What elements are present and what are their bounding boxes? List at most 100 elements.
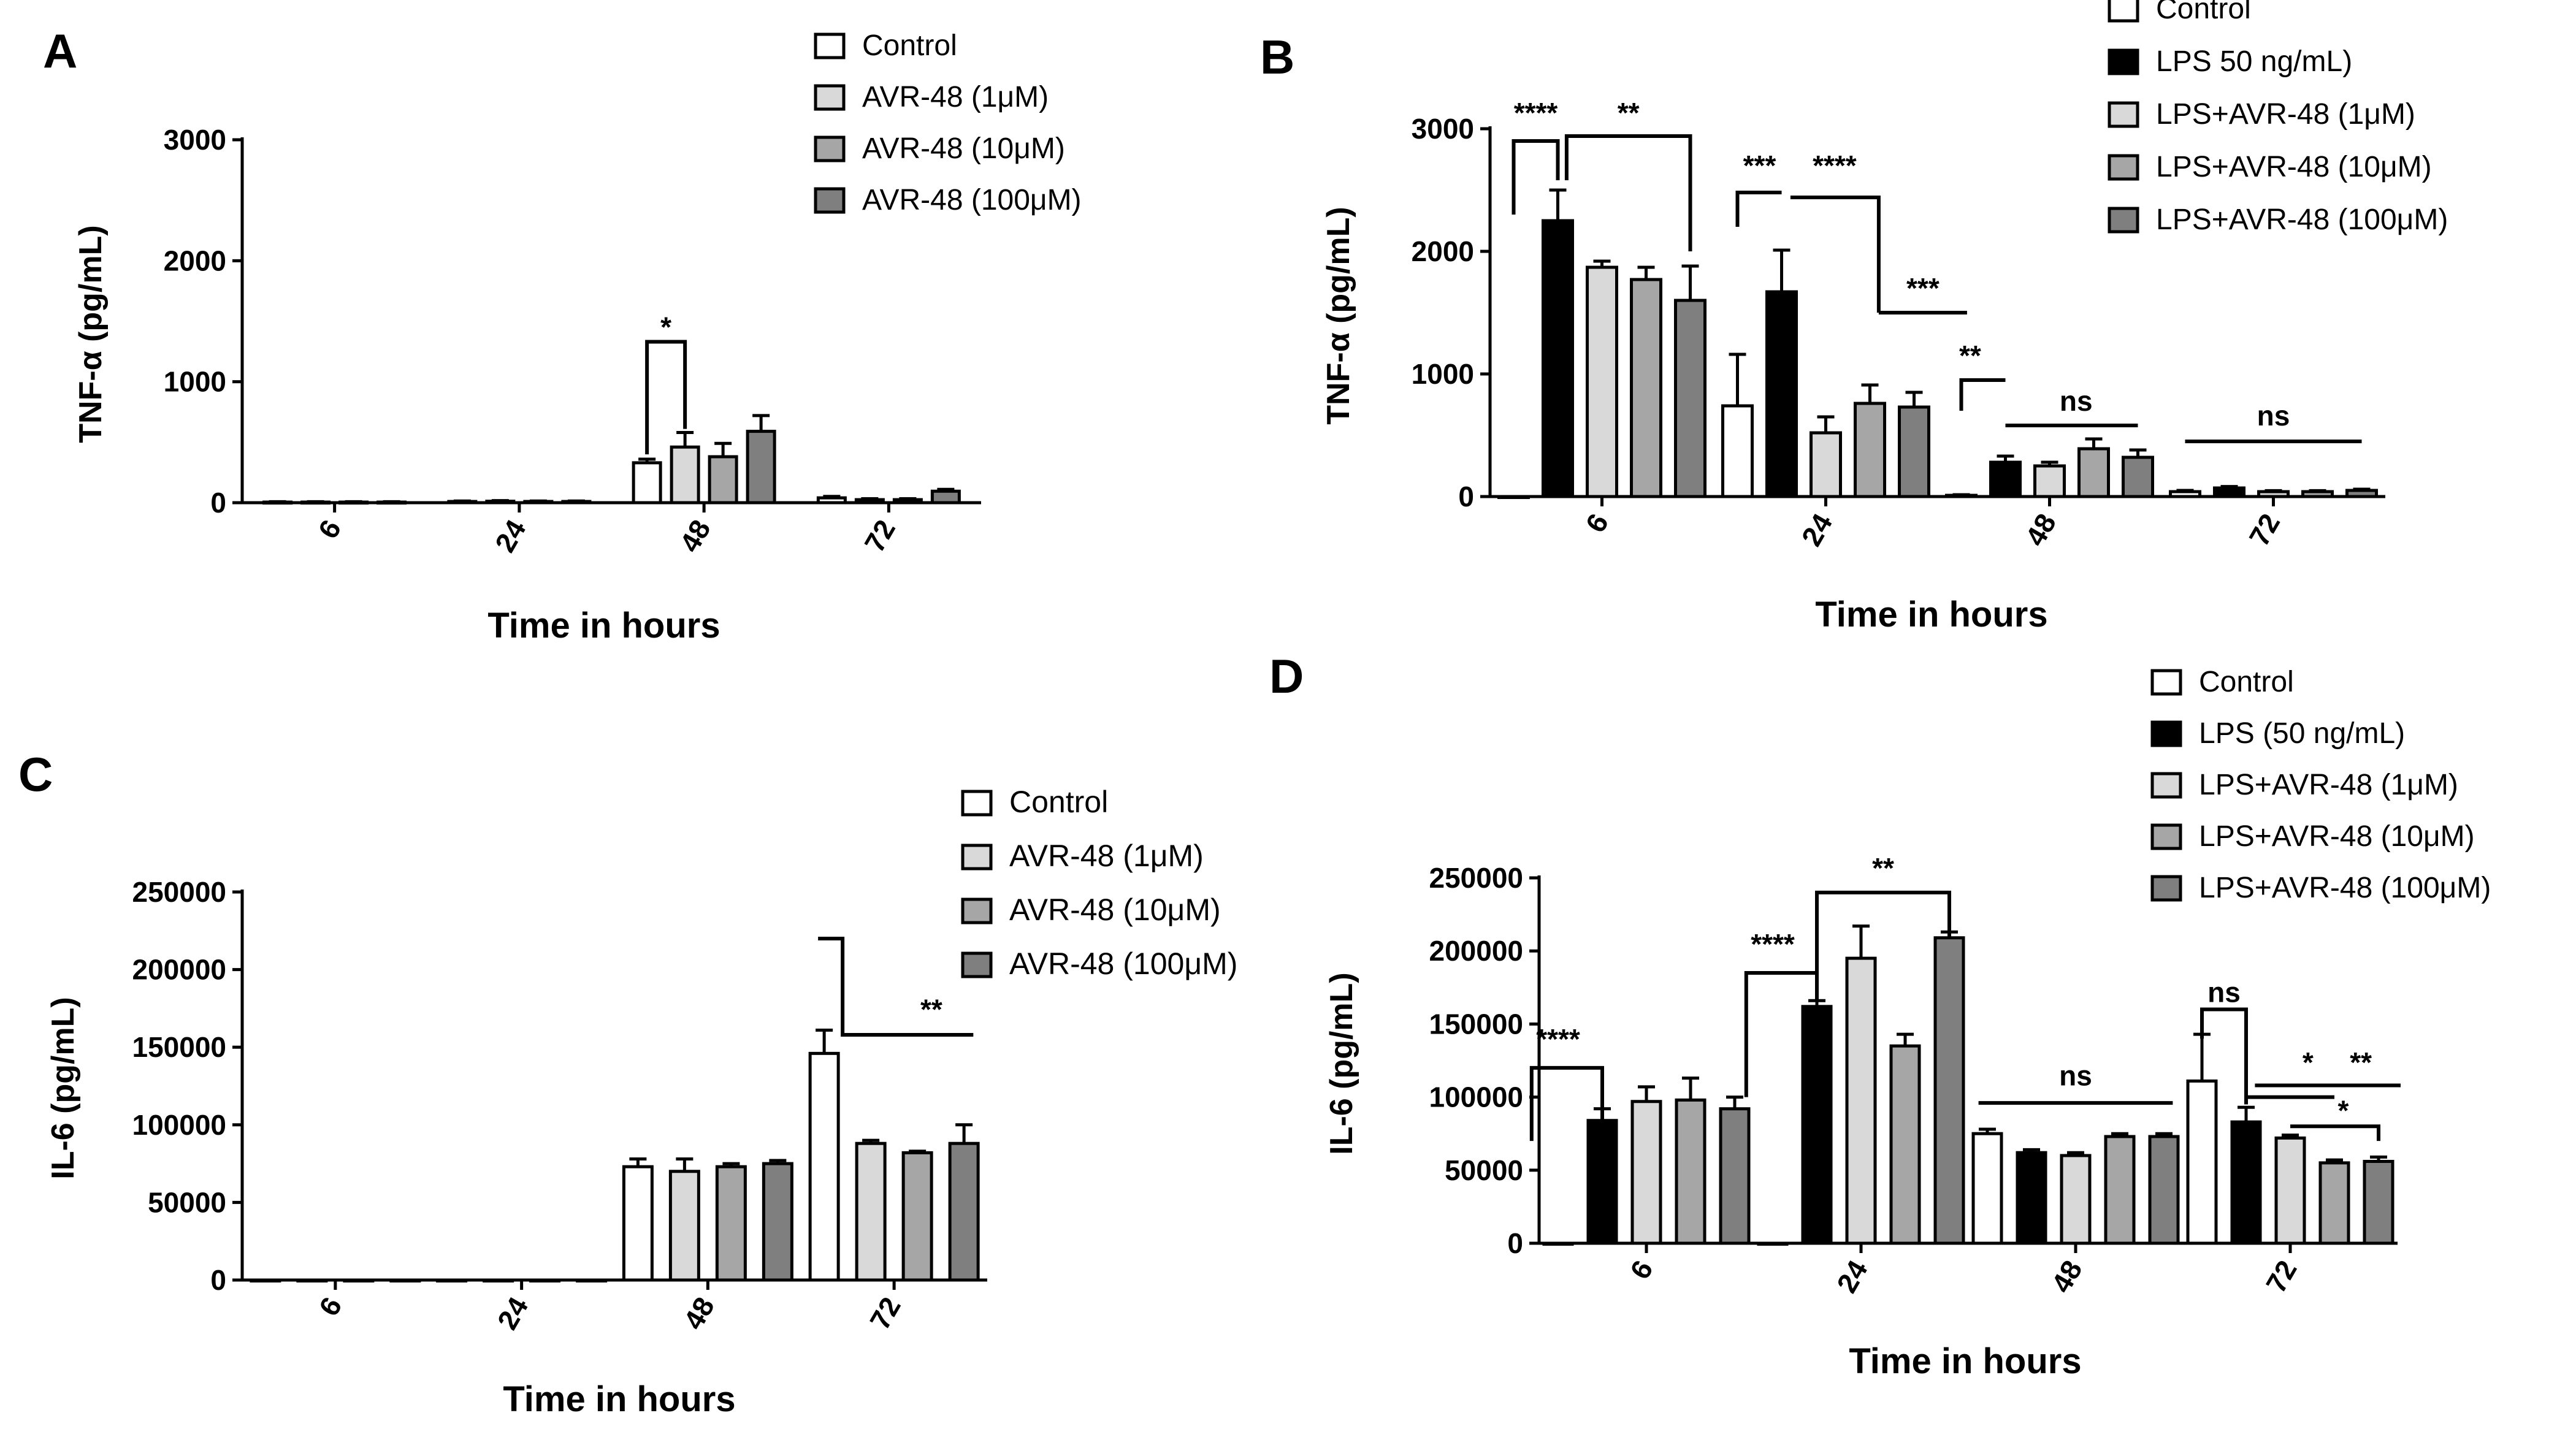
x-tick-label: 48 <box>2019 508 2063 551</box>
panel-label: C <box>18 747 53 801</box>
y-tick-label: 0 <box>1507 1227 1523 1259</box>
legend-label: AVR-48 (1μM) <box>1009 839 1204 873</box>
x-tick-label: 6 <box>1624 1255 1659 1284</box>
legend-swatch <box>2150 772 2182 799</box>
bar <box>1542 1241 1574 1246</box>
x-tick-label: 48 <box>677 1292 720 1335</box>
panel-label: A <box>43 24 77 78</box>
significance-label: ns <box>2257 400 2290 432</box>
legend-label: AVR-48 (1μM) <box>862 81 1049 113</box>
x-tick-label: 72 <box>858 514 901 557</box>
bar <box>1971 1132 2003 1245</box>
significance-bracket <box>1529 1065 1604 1141</box>
legend-label: AVR-48 (100μM) <box>1009 947 1237 981</box>
legend-label: LPS (50 ng/mL) <box>2199 717 2405 750</box>
legend-label: Control <box>1009 785 1108 819</box>
bar <box>576 1278 608 1282</box>
panel-a-chart: A TNF-α (pg/mL) Time in hours 0 1000 2000 3… <box>43 24 1082 646</box>
legend-label: Control <box>2199 666 2294 698</box>
panel-c-chart: C IL-6 (pg/mL) Time in hours 0 50000 10000… <box>18 747 1237 1419</box>
significance-bracket <box>1564 134 1692 251</box>
legend: Control LPS (50 ng/mL) LPS+AVR-48 (1μM) LPS… <box>2150 666 2491 904</box>
bar <box>808 1051 840 1282</box>
legend-swatch <box>961 790 993 817</box>
panel-label: D <box>1269 649 1304 703</box>
x-axis-label: Time in hours <box>487 606 720 646</box>
significance-label: ** <box>920 994 942 1026</box>
bar <box>2345 489 2378 498</box>
bar <box>1845 956 1877 1245</box>
legend-swatch <box>2108 101 2139 128</box>
significance-bracket <box>2290 1124 2380 1141</box>
significance-label: **** <box>1536 1023 1580 1055</box>
bar <box>1889 1044 1921 1245</box>
bar <box>1674 299 1707 498</box>
y-tick-label: 200000 <box>1429 935 1524 967</box>
plot-area: 0 1000 2000 3000 6 24 48 72 * <box>164 124 981 557</box>
bar <box>816 496 847 505</box>
legend-label: LPS+AVR-48 (1μM) <box>2156 98 2415 131</box>
legend-swatch <box>2108 48 2139 75</box>
bar <box>1630 278 1662 498</box>
y-tick-label: 3000 <box>164 124 226 156</box>
bar <box>622 1165 654 1282</box>
significance-bracket <box>1790 196 1881 313</box>
bar <box>1721 404 1754 498</box>
bar <box>2274 1136 2306 1245</box>
bar <box>762 1162 793 1282</box>
legend-label: LPS+AVR-48 (10μM) <box>2199 820 2475 853</box>
x-tick-label: 6 <box>311 514 347 544</box>
bar <box>2257 490 2290 498</box>
bar <box>1989 460 2022 498</box>
bar <box>2186 1079 2218 1245</box>
bar <box>296 1278 328 1282</box>
x-tick-label: 24 <box>491 1292 535 1335</box>
x-axis-label: Time in hours <box>503 1379 735 1419</box>
legend-label: LPS+AVR-48 (100μM) <box>2156 204 2448 236</box>
bar <box>715 1165 747 1282</box>
legend-label: Control <box>2156 0 2251 25</box>
significance-label: ** <box>1872 852 1894 884</box>
y-tick-label: 2000 <box>1412 235 1474 267</box>
y-axis-label: TNF-α (pg/mL) <box>1321 207 1356 424</box>
significance-bracket <box>1959 378 2006 411</box>
y-tick-label: 100000 <box>1429 1081 1524 1113</box>
legend-label: LPS+AVR-48 (100μM) <box>2199 872 2491 904</box>
bar <box>1675 1098 1707 1245</box>
x-tick-label: 72 <box>863 1292 907 1335</box>
bar <box>343 1278 375 1282</box>
legend-swatch <box>2150 823 2182 850</box>
legend-swatch <box>2108 154 2139 181</box>
bar <box>2169 490 2201 498</box>
legend-label: AVR-48 (100μM) <box>862 184 1082 216</box>
y-tick-label: 1000 <box>1412 358 1474 390</box>
significance-label: ** <box>1618 97 1640 129</box>
legend-swatch <box>814 84 846 111</box>
bar <box>436 1278 468 1282</box>
legend-label: LPS 50 ng/mL) <box>2156 45 2352 78</box>
bar <box>746 430 776 505</box>
x-axis-label: Time in hours <box>1815 595 2047 634</box>
y-tick-label: 2000 <box>164 245 226 276</box>
x-tick-label: 48 <box>2045 1255 2089 1298</box>
legend-swatch <box>961 844 993 871</box>
bar <box>1630 1100 1662 1245</box>
bar <box>1497 495 1530 499</box>
y-tick-label: 0 <box>210 1264 226 1296</box>
y-tick-label: 150000 <box>132 1031 227 1063</box>
y-tick-label: 100000 <box>132 1109 227 1141</box>
legend-swatch <box>2108 207 2139 234</box>
legend-swatch <box>2108 0 2139 23</box>
y-tick-label: 3000 <box>1412 113 1474 145</box>
x-tick-label: 72 <box>2243 508 2287 551</box>
y-axis-label: IL-6 (pg/mL) <box>1324 972 1359 1155</box>
x-tick-label: 6 <box>313 1292 348 1321</box>
bar <box>1854 402 1886 498</box>
bar <box>1801 1005 1833 1245</box>
significance-bracket <box>2200 1007 2248 1105</box>
bar <box>930 489 961 505</box>
bar <box>2230 1120 2262 1245</box>
bar <box>2060 1154 2092 1245</box>
